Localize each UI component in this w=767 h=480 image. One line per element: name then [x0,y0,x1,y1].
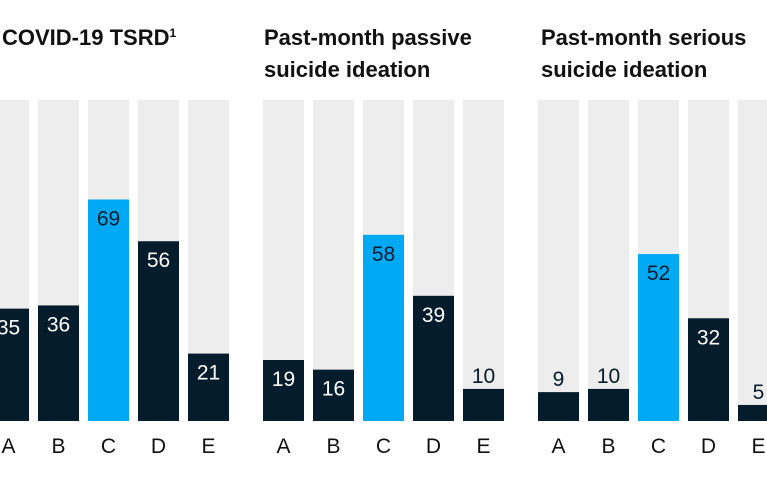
panel-title: Past-month serious suicide ideation [541,25,746,82]
category-label: E [201,435,215,458]
category-label: C [376,435,391,458]
category-label: E [751,435,765,458]
category-label: D [426,435,441,458]
category-label: A [276,435,290,458]
bar-track [463,100,504,421]
panel-title-line: Past-month serious [541,25,746,50]
category-label: B [51,435,65,458]
bar-value-label: 69 [97,208,120,231]
bar [138,241,179,421]
bar-value-label: 39 [422,304,445,327]
bar-value-label: 36 [47,313,70,336]
category-label: B [326,435,340,458]
chart-panel-1: COVID-19 TSRD1 35 A 36 B 69 C 56 D 21 E [0,25,229,458]
bar [188,353,229,421]
bar-value-label: 52 [647,262,670,285]
bar [688,318,729,421]
bar [738,404,767,421]
bar [38,305,79,421]
category-label: D [701,435,716,458]
bar-value-label: 10 [597,365,620,388]
bar-value-label: 16 [322,378,345,401]
panel-title-line: Past-month passive [264,25,472,50]
bar [588,388,629,421]
bar-value-label: 19 [272,368,295,391]
bar [538,392,579,421]
bar-value-label: 56 [147,249,170,272]
category-label: A [1,435,15,458]
panel-title-line: suicide ideation [264,57,430,82]
category-label: E [476,435,490,458]
bar-track [313,100,354,421]
bar [88,199,129,421]
bar-value-label: 58 [372,243,395,266]
bar-value-label: 9 [553,368,565,391]
bar-value-label: 10 [472,365,495,388]
chart-panel-3: Past-month serious suicide ideation 9 A 10 B 5… [538,25,767,458]
bar-track [538,100,579,421]
bar [0,308,29,421]
chart-panel-2: Past-month passive suicide ideation 19 A 16 B… [263,25,504,458]
bar [638,254,679,421]
bar-track [588,100,629,421]
category-label: A [551,435,565,458]
bar [413,295,454,421]
bar-value-label: 5 [753,381,765,404]
bar [363,234,404,421]
bar-track [738,100,767,421]
bar [463,388,504,421]
bar-value-label: 35 [0,317,20,340]
category-label: C [651,435,666,458]
panel-title-superscript: 1 [169,26,176,40]
bar [313,369,354,421]
panel-title-line: COVID-19 TSRD [2,25,169,50]
category-label: C [101,435,116,458]
bar-value-label: 32 [697,326,720,349]
panel-title: Past-month passive suicide ideation [264,25,472,82]
bar-value-label: 21 [197,362,220,385]
bar [263,360,304,421]
panel-title-line: suicide ideation [541,57,707,82]
category-label: B [601,435,615,458]
panel-title: COVID-19 TSRD1 [2,25,176,50]
category-label: D [151,435,166,458]
